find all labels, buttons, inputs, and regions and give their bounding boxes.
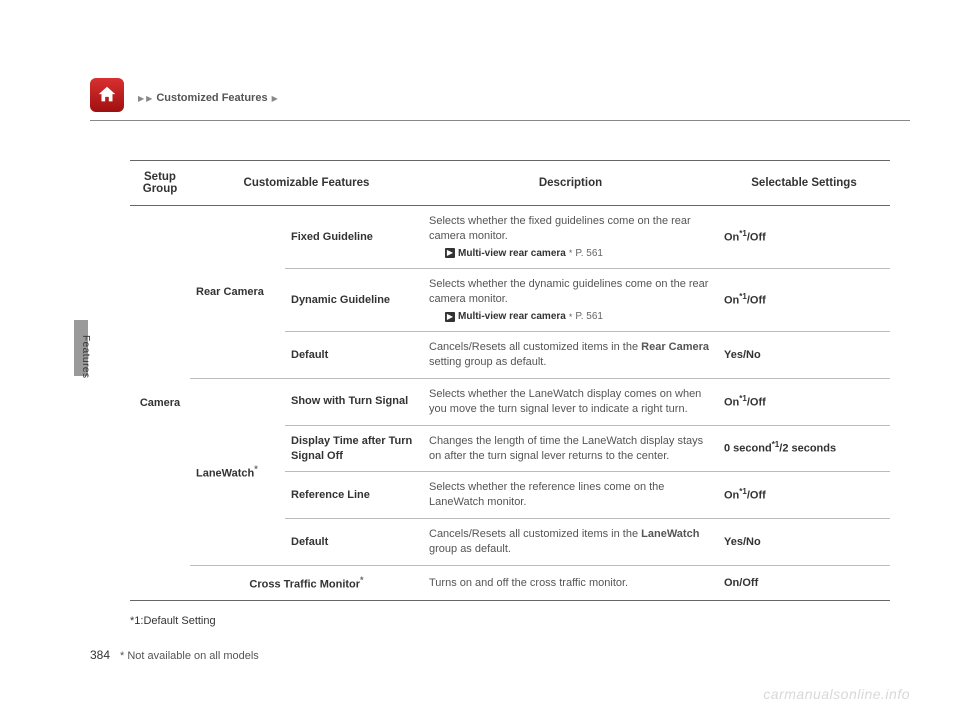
feature-name: Dynamic Guideline [285,269,423,332]
feature-description: Changes the length of time the LaneWatch… [423,425,718,472]
selectable-setting: On/Off [718,565,890,601]
footnote-models: * Not available on all models [120,650,259,662]
settings-table: Setup Group Customizable Features Descri… [130,160,890,601]
selectable-setting: Yes/No [718,519,890,566]
selectable-setting: 0 second*1/2 seconds [718,425,890,472]
feature-name: Default [285,519,423,566]
sub-group: LaneWatch* [190,379,285,566]
feature-description: Selects whether the fixed guidelines com… [423,206,718,269]
feature-name: Default [285,332,423,379]
feature-description: Cancels/Resets all customized items in t… [423,519,718,566]
feature-description: Selects whether the reference lines come… [423,472,718,519]
feature-name: Display Time after Turn Signal Off [285,425,423,472]
setup-group: Camera [130,206,190,601]
feature-name: Show with Turn Signal [285,379,423,426]
page-number: 384 [90,648,110,662]
breadcrumb: ▶ ▶ Customized Features ▶ [138,92,278,104]
selectable-setting: Yes/No [718,332,890,379]
watermark: carmanualsonline.info [763,686,910,702]
header-settings: Selectable Settings [718,161,890,206]
feature-description: Selects whether the LaneWatch display co… [423,379,718,426]
feature-name: Cross Traffic Monitor* [190,565,423,601]
home-icon[interactable] [90,78,124,112]
side-label: Features [80,335,91,378]
sub-group: Rear Camera [190,206,285,379]
chevron-right-icon: ▶ [146,94,152,103]
feature-description: Cancels/Resets all customized items in t… [423,332,718,379]
feature-name: Reference Line [285,472,423,519]
footnote-default: *1:Default Setting [130,615,890,627]
table-row: LaneWatch*Show with Turn SignalSelects w… [130,379,890,426]
table-row: Cross Traffic Monitor*Turns on and off t… [130,565,890,601]
header-setup-group: Setup Group [130,161,190,206]
breadcrumb-label: Customized Features [156,92,267,104]
selectable-setting: On*1/Off [718,472,890,519]
selectable-setting: On*1/Off [718,206,890,269]
feature-description: Selects whether the dynamic guidelines c… [423,269,718,332]
chevron-right-icon: ▶ [138,94,144,103]
header-description: Description [423,161,718,206]
selectable-setting: On*1/Off [718,379,890,426]
selectable-setting: On*1/Off [718,269,890,332]
chevron-right-icon: ▶ [272,94,278,103]
feature-name: Fixed Guideline [285,206,423,269]
table-row: CameraRear CameraFixed GuidelineSelects … [130,206,890,269]
divider [90,120,910,121]
feature-description: Turns on and off the cross traffic monit… [423,565,718,601]
content-area: Setup Group Customizable Features Descri… [130,160,890,627]
header-features: Customizable Features [190,161,423,206]
